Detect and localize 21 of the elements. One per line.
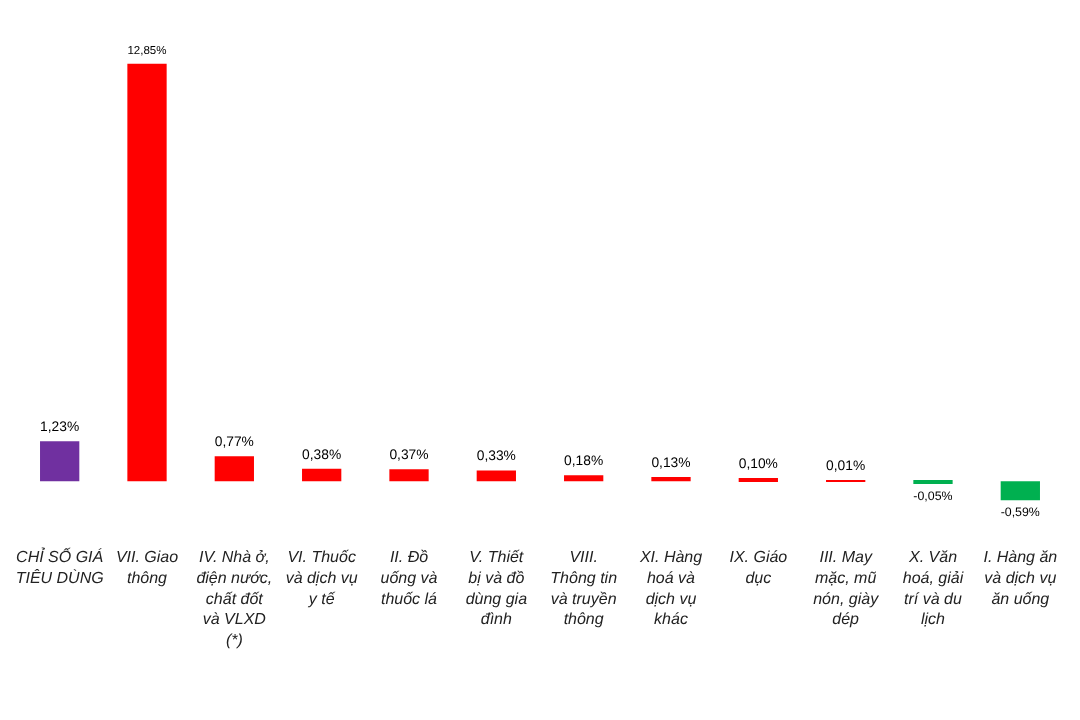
x-tick-label: XI. Hàng hoá và dịch vụ khác (637, 548, 704, 629)
x-tick-label: VII. Giao thông (115, 548, 180, 587)
x-tick-label: VI. Thuốc và dịch vụ y tế (285, 548, 359, 608)
x-tick-label: I. Hàng ăn và dịch vụ ăn uống (983, 548, 1059, 608)
x-tick-label: X. Văn hoá, giải trí và du lịch (902, 548, 964, 629)
x-tick-label: II. Đồ uống và thuốc lá (380, 548, 439, 608)
x-tick-label: V. Thiết bị và đồ dùng gia đình (465, 548, 529, 629)
x-tick-label: III. May mặc, mũ nón, giày dép (813, 548, 881, 629)
x-tick-label: IV. Nhà ở, điện nước, chất đốt và VLXD (*) (196, 548, 273, 650)
bar (476, 470, 516, 482)
bar (302, 468, 342, 482)
bar (214, 456, 254, 482)
bar (127, 63, 167, 482)
x-tick-label: IX. Giáo dục (729, 548, 789, 587)
bar (564, 475, 604, 482)
bar (40, 441, 80, 482)
x-tick-label: CHỈ SỐ GIÁ TIÊU DÙNG (15, 546, 104, 587)
bar (651, 476, 691, 482)
x-tick-label: VIII. Thông tin và truyền thông (550, 548, 619, 629)
bar (1000, 481, 1040, 501)
bar (389, 469, 429, 482)
